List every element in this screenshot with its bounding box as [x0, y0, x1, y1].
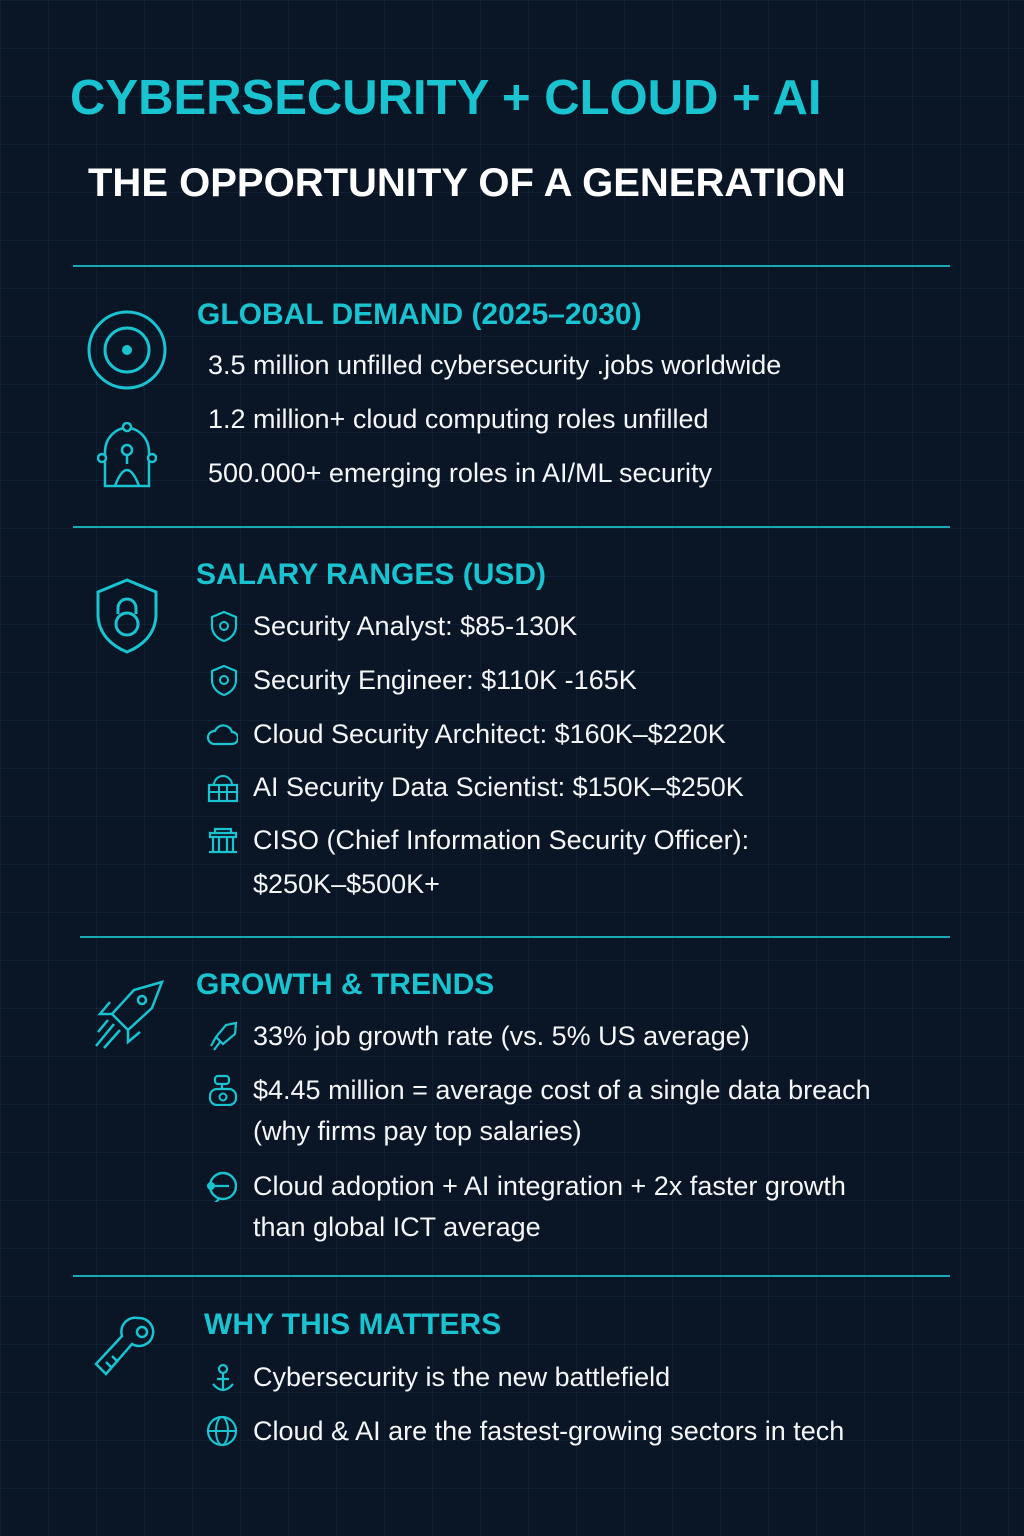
list-item: Cybersecurity is the new battlefield: [253, 1362, 671, 1392]
section-heading-salary-ranges: SALARY RANGES (USD): [196, 558, 547, 591]
alert-icon: [208, 1074, 238, 1106]
list-item-continuation: than global ICT average: [253, 1212, 541, 1242]
rocket-small-icon: [210, 1021, 238, 1051]
list-item: Security Engineer: $110K -165K: [253, 665, 637, 695]
list-item: 500.000+ emerging roles in AI/ML securit…: [208, 458, 713, 488]
shield-icon: [210, 664, 238, 696]
list-item: 33% job growth rate (vs. 5% US average): [253, 1021, 750, 1051]
list-item-continuation: (why firms pay top salaries): [253, 1116, 582, 1146]
target-icon: [87, 310, 167, 390]
list-item: $4.45 million = average cost of a single…: [253, 1075, 871, 1105]
list-item: Cloud adoption + AI integration + 2x fas…: [253, 1171, 846, 1201]
list-item-continuation: $250K–$500K+: [253, 869, 440, 899]
rocket-icon: [95, 980, 164, 1049]
list-item: AI Security Data Scientist: $150K–$250K: [253, 772, 744, 802]
divider: [73, 265, 950, 267]
chat-icon: [207, 1171, 237, 1202]
shield-icon: [210, 610, 238, 642]
globe-icon: [206, 1415, 238, 1447]
section-heading-global-demand: GLOBAL DEMAND (2025–2030): [197, 298, 642, 331]
list-item: Cloud Security Architect: $160K–$220K: [253, 719, 726, 749]
list-item: Security Analyst: $85-130K: [253, 611, 578, 641]
list-item: CISO (Chief Information Security Officer…: [253, 825, 750, 855]
cloud-icon: [206, 724, 238, 746]
people-network-icon: [97, 422, 157, 488]
divider: [73, 526, 950, 528]
divider: [73, 1275, 950, 1277]
divider: [80, 936, 950, 938]
list-item: 1.2 million+ cloud computing roles unfil…: [208, 404, 709, 434]
page-subtitle: THE OPPORTUNITY OF A GENERATION: [88, 161, 846, 205]
database-icon: [207, 775, 239, 803]
anchor-icon: [212, 1363, 234, 1392]
section-heading-growth-trends: GROWTH & TRENDS: [196, 968, 495, 1001]
section-heading-why-this-matters: WHY THIS MATTERS: [204, 1308, 502, 1341]
list-item: 3.5 million unfilled cybersecurity .jobs…: [208, 350, 782, 380]
shield-lock-icon: [96, 578, 158, 654]
key-icon: [94, 1316, 155, 1376]
page-title: CYBERSECURITY + CLOUD + AI: [70, 71, 822, 125]
list-item: Cloud & AI are the fastest-growing secto…: [253, 1416, 845, 1446]
building-icon: [208, 827, 238, 854]
